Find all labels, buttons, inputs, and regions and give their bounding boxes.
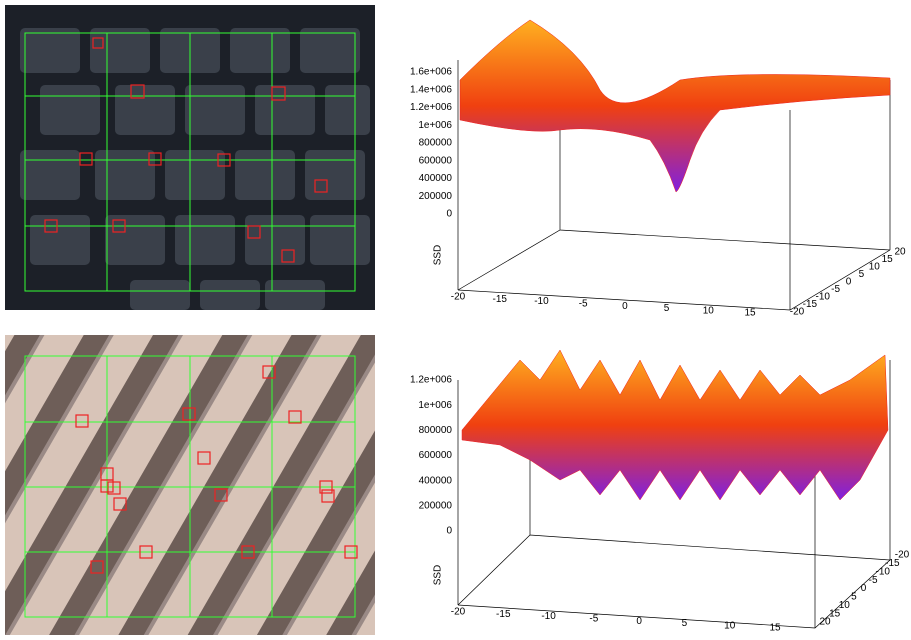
z-tick-label: 1e+006 [418,120,452,131]
z-tick-label: 1.4e+006 [410,84,452,95]
y-tick-label: 15 [882,254,894,265]
y-tick-label: -5 [831,284,840,295]
y-tick-label: 0 [846,277,852,288]
stripes-photo [5,335,375,635]
surface-plot-2 [458,350,890,628]
x-tick-label: -10 [534,296,549,307]
x-tick-label: 15 [744,308,756,319]
x-tick-label: 0 [636,616,642,627]
y-tick-label: 10 [869,262,881,273]
z-tick-label: 600000 [419,450,453,461]
x-tick-label: -15 [496,609,511,620]
z-axis-label: SSD [433,565,444,586]
z-tick-label: 0 [446,209,452,220]
x-tick-label: 15 [769,623,781,634]
y-tick-label: 5 [859,269,865,280]
x-tick-label: -20 [451,292,466,303]
z-tick-label: 800000 [419,138,453,149]
y-tick-label: 5 [851,592,857,603]
x-tick-label: 0 [622,301,628,312]
z-axis-label: SSD [433,245,444,266]
z-tick-label: 0 [446,526,452,537]
y-tick-label: -10 [816,292,831,303]
z-tick-label: 800000 [419,425,453,436]
z-tick-label: 600000 [419,155,453,166]
y-tick-label: 0 [861,583,867,594]
x-tick-label: 10 [703,305,715,316]
x-tick-label: -5 [589,613,598,624]
keyboard-photo [5,5,375,310]
z-tick-label: 400000 [419,475,453,486]
x-tick-label: -20 [451,607,466,618]
x-tick-label: -10 [541,611,556,622]
z-tick-label: 1.2e+006 [410,102,452,113]
y-tick-label: -20 [895,550,910,561]
z-tick-label: 400000 [419,173,453,184]
x-tick-label: -15 [492,294,507,305]
z-tick-label: 1e+006 [418,400,452,411]
figure: 1.6e+006 1.4e+006 1.2e+006 1e+006 800000 6000… [0,0,911,635]
z-tick-label: 200000 [419,500,453,511]
surface-plot-1 [458,20,890,310]
z-tick-label: 1.6e+006 [410,67,452,78]
x-tick-label: 10 [724,620,736,631]
y-tick-label: 10 [839,600,851,611]
y-tick-label: 20 [894,247,906,258]
z-tick-label: 200000 [419,191,453,202]
x-tick-label: 5 [664,303,670,314]
z-tick-label: 1.2e+006 [410,375,452,386]
x-tick-label: -5 [579,298,588,309]
x-tick-label: 5 [682,618,688,629]
